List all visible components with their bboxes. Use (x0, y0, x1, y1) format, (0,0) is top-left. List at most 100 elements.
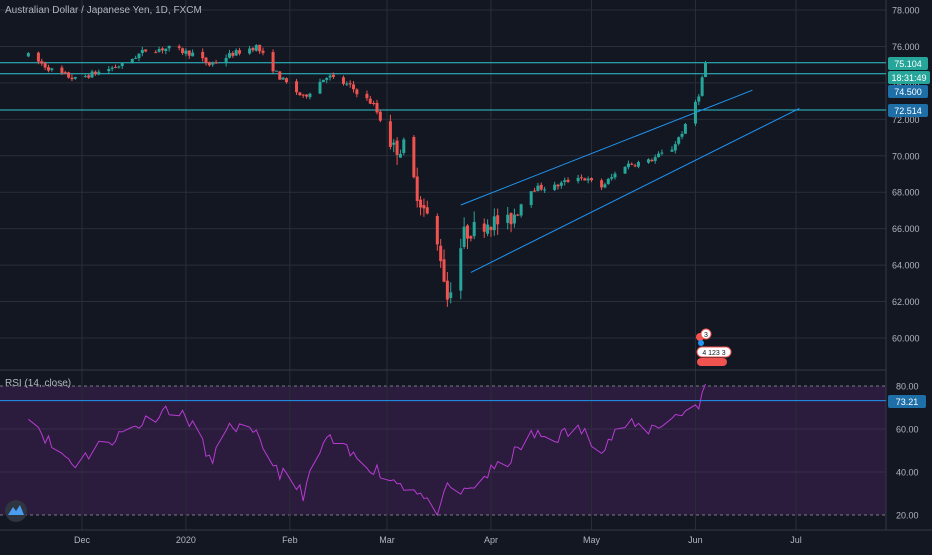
candle-body (579, 177, 583, 179)
time-axis[interactable]: Dec 2020 Feb Mar Apr May Jun Jul (74, 535, 802, 545)
candle-body (590, 178, 594, 181)
horizontal-levels[interactable] (0, 62, 886, 111)
candle-body (271, 52, 275, 72)
event-badge-3[interactable] (697, 358, 727, 366)
time-tick-label: Jul (790, 535, 802, 545)
candle-body (261, 50, 265, 53)
candle-body (442, 259, 446, 282)
price-tick-label: 68.000 (892, 188, 920, 198)
candle-body (214, 62, 218, 64)
rsi-title: RSI (14, close) (5, 378, 71, 389)
candle-body (536, 185, 540, 192)
rsi-series (0, 383, 886, 517)
candle-body (610, 177, 614, 179)
candle-body (167, 45, 171, 49)
time-tick-label: Mar (379, 535, 395, 545)
rsi-axis[interactable]: 20.00 40.00 60.00 80.00 (896, 382, 919, 521)
candle-body (130, 58, 134, 64)
candle-body (63, 72, 67, 74)
candle-body (120, 62, 124, 67)
candle-body (653, 157, 657, 161)
candle-body (660, 152, 664, 154)
candles (26, 44, 707, 307)
candle-body (472, 221, 476, 237)
candle-body (110, 67, 114, 69)
countdown-text: 18:31:49 (891, 73, 926, 83)
candle-body (683, 123, 687, 134)
candle-body (657, 153, 661, 158)
candle-body (613, 173, 617, 178)
candle-body (144, 49, 148, 52)
candle-body (647, 159, 651, 163)
price-tick-label: 78.000 (892, 6, 920, 16)
last-price-label: 75.104 (888, 57, 928, 70)
candle-body (693, 101, 697, 124)
candle-body (415, 176, 419, 202)
trend-lines[interactable] (460, 89, 800, 273)
candle-body (325, 77, 329, 80)
candle-body (600, 180, 604, 188)
candle-body (703, 62, 707, 78)
candle-body (295, 81, 299, 93)
candle-body (543, 189, 547, 191)
candle-body (459, 248, 463, 291)
candle-body (633, 165, 637, 167)
candle-body (435, 215, 439, 245)
candle-body (392, 142, 396, 145)
candle-body (533, 190, 537, 192)
price-tick-label: 60.000 (892, 334, 920, 344)
candle-body (462, 226, 466, 248)
candle-body (87, 75, 91, 78)
trend-line[interactable] (460, 89, 753, 206)
candle-body (529, 191, 533, 205)
candle-body (365, 93, 369, 99)
trend-line[interactable] (470, 107, 800, 273)
candle-body (697, 96, 701, 102)
candle-body (140, 49, 144, 54)
rsi-current-text: 73.21 (896, 397, 919, 407)
candle-body (234, 50, 238, 56)
candle-body (489, 227, 493, 230)
candle-body (50, 68, 54, 70)
candle-body (626, 163, 630, 168)
candle-body (43, 63, 47, 68)
candle-body (97, 71, 101, 75)
event-badge-1[interactable] (700, 328, 712, 340)
candle-body (378, 111, 382, 121)
candle-body (204, 57, 208, 63)
candle-body (278, 71, 282, 80)
candle-body (402, 139, 406, 153)
price-tick-label: 76.000 (892, 42, 920, 52)
candle-body (355, 89, 359, 95)
candle-body (67, 72, 71, 78)
candle-body (539, 184, 543, 190)
event-markers[interactable]: 3 4 123 3 (696, 328, 732, 366)
candle-body (516, 214, 520, 216)
candle-body (177, 46, 181, 48)
candle-body (258, 44, 262, 52)
candle-body (331, 74, 335, 77)
candle-body (321, 79, 325, 83)
candle-body (348, 83, 352, 85)
time-tick-label: 2020 (176, 535, 196, 545)
tradingview-logo[interactable] (5, 500, 27, 522)
candle-body (680, 133, 684, 137)
candle-body (308, 93, 312, 98)
candle-body (305, 94, 309, 97)
price-tick-label: 62.000 (892, 297, 920, 307)
candle-body (46, 67, 50, 71)
candle-body (636, 162, 640, 167)
event-marker-dot[interactable] (698, 340, 704, 346)
candle-body (482, 223, 486, 232)
event-badge-2[interactable] (696, 346, 732, 358)
candle-body (395, 140, 399, 155)
level-2-label: 72.514 (888, 104, 928, 117)
candle-body (40, 61, 44, 64)
candle-body (412, 136, 416, 178)
candle-body (606, 178, 610, 184)
candle-body (191, 52, 195, 57)
candle-body (630, 163, 634, 165)
candle-body (137, 53, 141, 59)
